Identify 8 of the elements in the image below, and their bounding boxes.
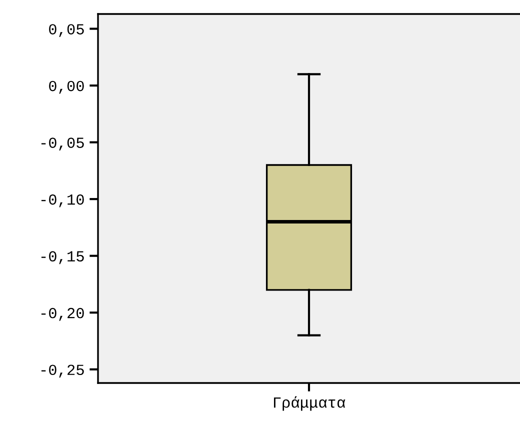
y-tick-label: -0,10: [41, 194, 84, 208]
y-tick-label: -0,05: [41, 138, 84, 151]
y-tick-label: -0,20: [41, 308, 84, 321]
x-tick-label: Γράμματα: [274, 396, 346, 411]
y-tick-label: -0,15: [41, 251, 84, 264]
y-tick-label: -0,25: [41, 364, 84, 378]
y-tick-label: 0,05: [49, 24, 84, 38]
y-tick-label: 0,00: [49, 80, 84, 94]
